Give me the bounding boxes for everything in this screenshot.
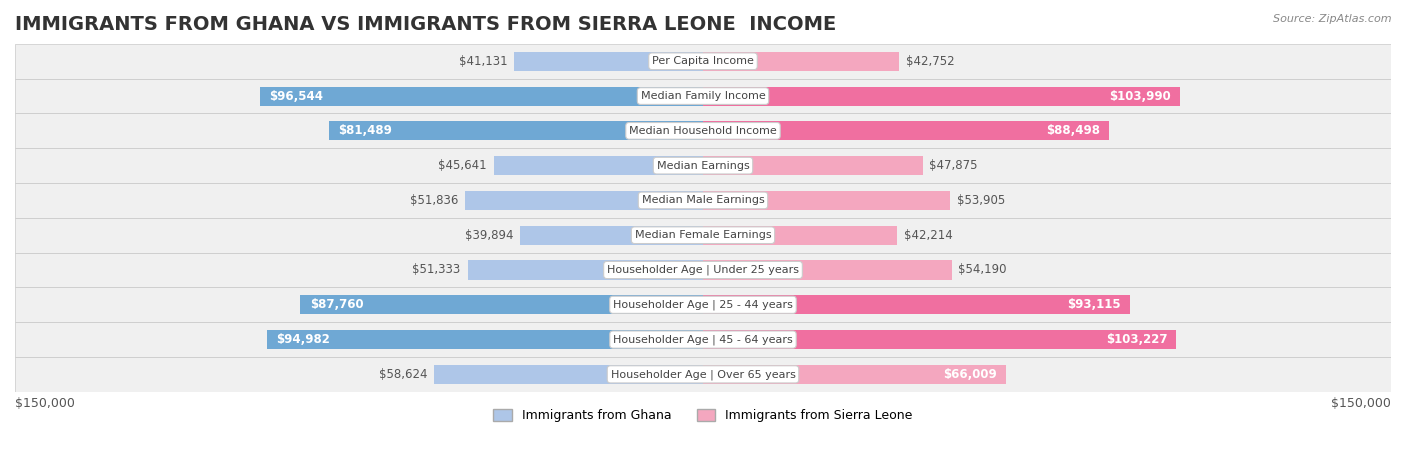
Text: $58,624: $58,624 xyxy=(378,368,427,381)
Text: $103,227: $103,227 xyxy=(1105,333,1167,346)
Bar xyxy=(434,365,703,384)
Text: $81,489: $81,489 xyxy=(339,124,392,137)
Bar xyxy=(494,156,703,175)
Bar xyxy=(15,183,1391,218)
Bar xyxy=(329,121,703,141)
Text: Median Household Income: Median Household Income xyxy=(628,126,778,136)
Text: Median Female Earnings: Median Female Earnings xyxy=(634,230,772,240)
Bar xyxy=(703,121,1109,141)
Text: $94,982: $94,982 xyxy=(277,333,330,346)
Text: Source: ZipAtlas.com: Source: ZipAtlas.com xyxy=(1274,14,1392,24)
Bar xyxy=(15,253,1391,287)
Bar xyxy=(15,78,1391,113)
Bar xyxy=(515,52,703,71)
Bar xyxy=(15,183,1391,218)
Text: $51,333: $51,333 xyxy=(412,263,461,276)
Text: $96,544: $96,544 xyxy=(270,90,323,103)
Text: Householder Age | Over 65 years: Householder Age | Over 65 years xyxy=(610,369,796,380)
Text: $103,990: $103,990 xyxy=(1109,90,1171,103)
Text: IMMIGRANTS FROM GHANA VS IMMIGRANTS FROM SIERRA LEONE  INCOME: IMMIGRANTS FROM GHANA VS IMMIGRANTS FROM… xyxy=(15,15,837,34)
Text: $54,190: $54,190 xyxy=(959,263,1007,276)
Bar xyxy=(703,191,950,210)
Text: Median Family Income: Median Family Income xyxy=(641,91,765,101)
Text: $150,000: $150,000 xyxy=(15,397,75,410)
Bar xyxy=(703,156,922,175)
Bar xyxy=(260,86,703,106)
Legend: Immigrants from Ghana, Immigrants from Sierra Leone: Immigrants from Ghana, Immigrants from S… xyxy=(488,404,918,427)
Bar xyxy=(15,322,1391,357)
Text: $47,875: $47,875 xyxy=(929,159,979,172)
Text: $66,009: $66,009 xyxy=(943,368,997,381)
Bar xyxy=(703,365,1005,384)
Bar xyxy=(520,226,703,245)
Bar xyxy=(468,261,703,280)
Bar xyxy=(703,52,898,71)
Bar xyxy=(703,86,1180,106)
Bar xyxy=(15,357,1391,392)
Text: $150,000: $150,000 xyxy=(1331,397,1391,410)
Text: Householder Age | 45 - 64 years: Householder Age | 45 - 64 years xyxy=(613,334,793,345)
Text: $87,760: $87,760 xyxy=(309,298,363,311)
Bar xyxy=(15,218,1391,253)
Text: $51,836: $51,836 xyxy=(411,194,458,207)
Bar xyxy=(703,261,952,280)
Bar xyxy=(703,295,1130,314)
Bar xyxy=(15,44,1391,78)
Text: Householder Age | Under 25 years: Householder Age | Under 25 years xyxy=(607,265,799,275)
Text: $45,641: $45,641 xyxy=(439,159,486,172)
Bar xyxy=(703,330,1177,349)
Text: Householder Age | 25 - 44 years: Householder Age | 25 - 44 years xyxy=(613,299,793,310)
Bar xyxy=(15,218,1391,253)
Text: $41,131: $41,131 xyxy=(458,55,508,68)
Bar xyxy=(15,253,1391,287)
Text: Per Capita Income: Per Capita Income xyxy=(652,57,754,66)
Bar xyxy=(15,322,1391,357)
Text: $42,214: $42,214 xyxy=(904,229,952,242)
Bar xyxy=(15,78,1391,113)
Text: $39,894: $39,894 xyxy=(464,229,513,242)
Bar xyxy=(15,113,1391,148)
Bar xyxy=(15,148,1391,183)
Bar xyxy=(15,287,1391,322)
Bar xyxy=(15,148,1391,183)
Text: $88,498: $88,498 xyxy=(1046,124,1099,137)
Text: Median Male Earnings: Median Male Earnings xyxy=(641,195,765,205)
Text: $93,115: $93,115 xyxy=(1067,298,1121,311)
Text: Median Earnings: Median Earnings xyxy=(657,161,749,170)
Text: $53,905: $53,905 xyxy=(957,194,1005,207)
Bar xyxy=(15,357,1391,392)
Bar xyxy=(15,44,1391,78)
Text: $42,752: $42,752 xyxy=(905,55,955,68)
Bar xyxy=(15,287,1391,322)
Bar xyxy=(267,330,703,349)
Bar xyxy=(703,226,897,245)
Bar xyxy=(301,295,703,314)
Bar xyxy=(15,113,1391,148)
Bar xyxy=(465,191,703,210)
